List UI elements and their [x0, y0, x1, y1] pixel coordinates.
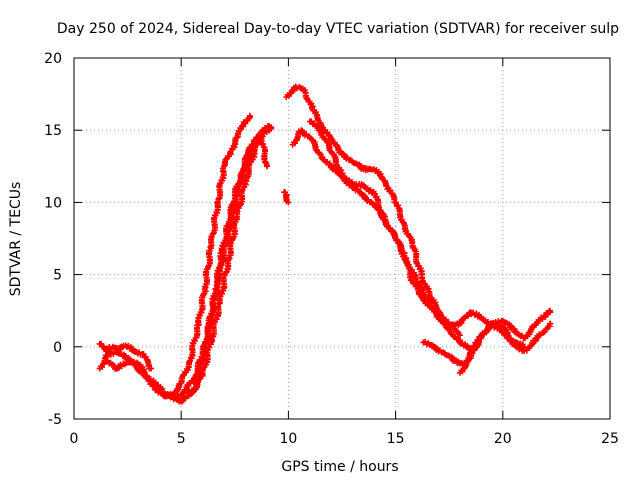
series-satellite-track-9 — [456, 319, 554, 376]
track-fill-markers — [186, 130, 271, 396]
track-fill-markers — [284, 83, 462, 338]
x-tick-label: 25 — [601, 431, 619, 447]
y-tick-label: 20 — [44, 51, 62, 67]
y-tick-label: 10 — [44, 195, 62, 211]
y-tick-label: -5 — [48, 412, 62, 428]
x-tick-label: 15 — [387, 431, 405, 447]
track-fill-markers — [282, 189, 290, 205]
series-satellite-track-10 — [96, 340, 155, 372]
plot-frame — [73, 57, 611, 420]
y-axis-label: SDTVAR / TECUs — [8, 182, 24, 297]
series-satellite-track-11 — [281, 189, 292, 206]
tick-labels: 0 5 10 15 20 25 -5 0 5 10 15 20 — [44, 51, 619, 447]
series-satellite-track-5 — [283, 83, 463, 339]
x-tick-label: 0 — [70, 431, 79, 447]
x-tick-label: 5 — [177, 431, 186, 447]
chart-title: Day 250 of 2024, Sidereal Day-to-day VTE… — [57, 21, 619, 37]
y-tick-label: 15 — [44, 123, 62, 139]
y-tick-label: 5 — [53, 268, 62, 284]
data-markers — [96, 83, 554, 405]
track-fill-markers — [458, 319, 554, 375]
x-tick-label: 10 — [279, 431, 297, 447]
x-tick-label: 20 — [494, 431, 512, 447]
x-axis-label: GPS time / hours — [281, 459, 398, 475]
track-fill-markers — [98, 340, 153, 372]
y-tick-label: 0 — [53, 340, 62, 356]
series-satellite-track-4 — [184, 130, 271, 397]
